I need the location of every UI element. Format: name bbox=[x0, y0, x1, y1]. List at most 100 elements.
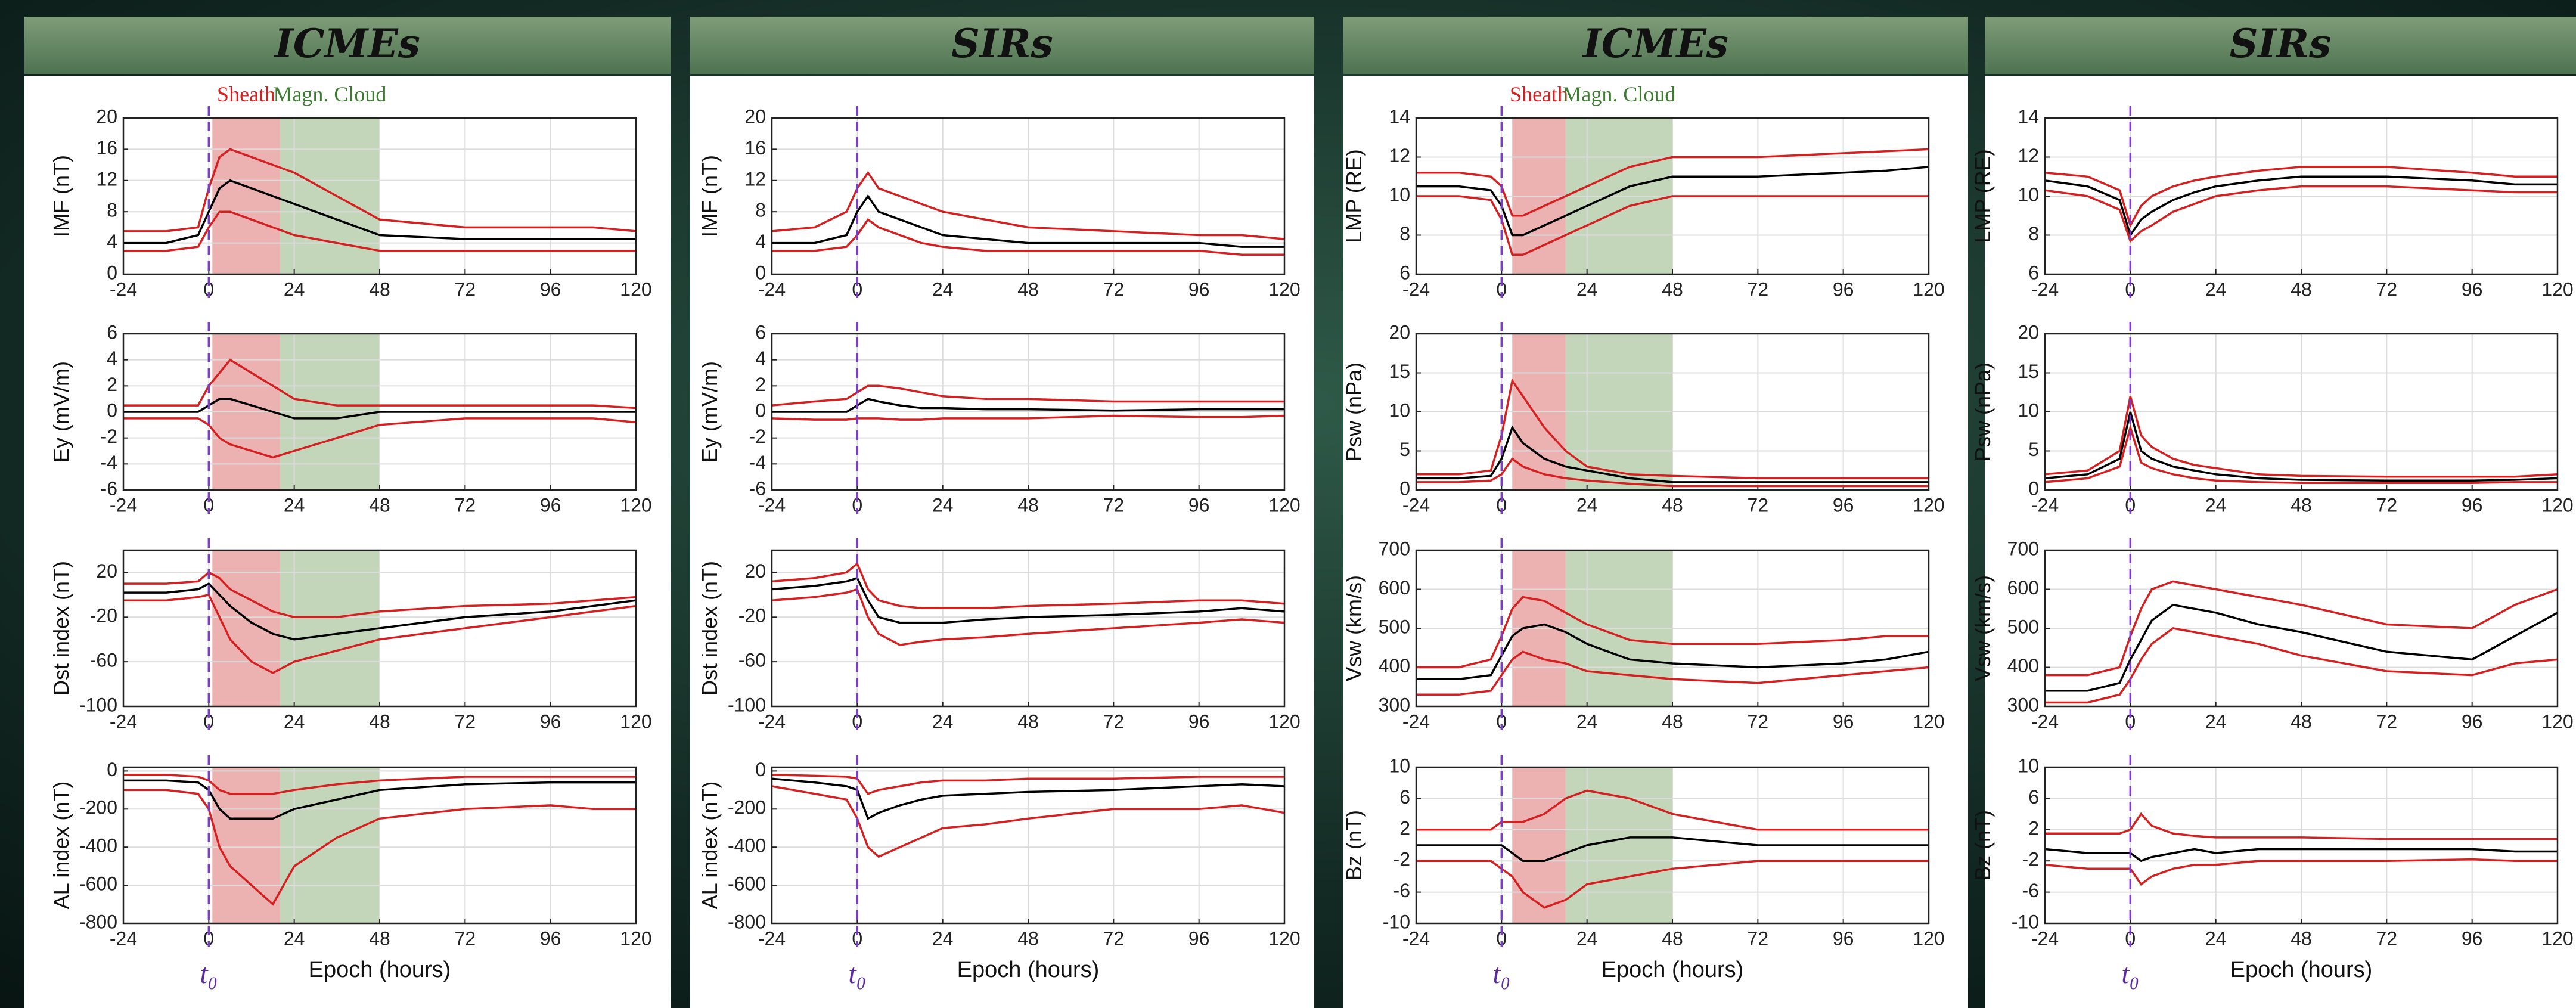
y-tick-label: 0 bbox=[1399, 477, 1410, 499]
y-tick-label: -100 bbox=[79, 694, 117, 715]
y-tick-label: 6 bbox=[1399, 262, 1410, 283]
x-tick-label: 48 bbox=[369, 278, 390, 300]
data-line bbox=[1416, 425, 1929, 483]
x-tick-label: 48 bbox=[2291, 928, 2312, 949]
y-tick-label: 400 bbox=[2007, 655, 2039, 677]
data-line bbox=[2044, 175, 2558, 238]
data-line bbox=[2044, 396, 2558, 478]
x-tick-label: 96 bbox=[2462, 928, 2483, 949]
x-tick-label: 48 bbox=[369, 494, 390, 516]
epoch-marker-label: t₀ bbox=[2121, 958, 2139, 990]
y-tick-label: -200 bbox=[728, 797, 766, 818]
x-tick-label: 120 bbox=[1913, 494, 1944, 516]
y-tick-label: 0 bbox=[755, 759, 766, 780]
y-tick-label: 20 bbox=[96, 106, 117, 127]
subplot: -24 0 24 48 72 96 120 -800 -600 -400 -200 0 AL index… bbox=[697, 755, 1301, 990]
y-axis-label: AL index (nT) bbox=[49, 781, 73, 910]
x-tick-label: -24 bbox=[1402, 494, 1430, 516]
y-tick-label: 5 bbox=[2028, 439, 2039, 460]
column-header bbox=[24, 17, 671, 74]
shaded-interval bbox=[212, 550, 280, 706]
y-tick-label: -10 bbox=[1383, 911, 1410, 932]
plot-frame bbox=[1415, 549, 1930, 708]
data-line bbox=[1416, 623, 1929, 680]
x-tick-label: 24 bbox=[2205, 278, 2227, 300]
x-tick-label: 120 bbox=[620, 278, 651, 300]
y-tick-label: -800 bbox=[728, 911, 766, 932]
data-line bbox=[2045, 580, 2558, 677]
x-tick-label: 0 bbox=[203, 928, 214, 949]
y-tick-label: 0 bbox=[107, 399, 117, 421]
x-tick-label: 24 bbox=[284, 278, 305, 300]
y-tick-label: 10 bbox=[2018, 755, 2039, 776]
x-tick-label: 0 bbox=[203, 278, 214, 300]
data-line bbox=[771, 414, 1285, 421]
x-tick-label: 48 bbox=[2291, 278, 2312, 300]
data-line bbox=[771, 785, 1285, 858]
x-tick-label: 24 bbox=[2205, 711, 2227, 732]
x-tick-label: 72 bbox=[2376, 928, 2398, 949]
plot-frame bbox=[122, 333, 637, 491]
data-line bbox=[1416, 457, 1929, 488]
x-tick-label: -24 bbox=[1402, 928, 1430, 949]
y-tick-label: -400 bbox=[728, 835, 766, 857]
y-tick-label: 8 bbox=[107, 200, 117, 221]
x-tick-label: 0 bbox=[203, 494, 214, 516]
x-tick-label: 48 bbox=[369, 711, 390, 732]
subplot: -24 0 24 48 72 96 120 -10 -6 -2 2 6 10 Bz (nT) Epoch (… bbox=[1342, 755, 1945, 990]
plot-frame bbox=[2044, 117, 2559, 275]
subplot: -24 0 24 48 72 96 120 6 8 10 12 14 LMP (RE) bbox=[1970, 106, 2574, 300]
y-tick-label: 20 bbox=[2018, 321, 2039, 343]
y-tick-label: 0 bbox=[107, 759, 117, 780]
y-tick-label: 12 bbox=[2018, 145, 2039, 166]
subplot: -24 0 24 48 72 96 120 -100 -60 -20 20 Dst index (nT… bbox=[697, 538, 1301, 732]
x-tick-label: 24 bbox=[1576, 928, 1598, 949]
x-tick-label: 96 bbox=[540, 494, 561, 516]
y-tick-label: 0 bbox=[755, 262, 766, 283]
x-tick-label: 120 bbox=[2541, 928, 2573, 949]
y-tick-label: -4 bbox=[101, 452, 117, 473]
x-tick-label: 48 bbox=[369, 928, 390, 949]
x-tick-label: 48 bbox=[1662, 278, 1683, 300]
x-tick-label: 120 bbox=[1268, 278, 1300, 300]
plot-frame bbox=[1415, 117, 1930, 275]
x-tick-label: 48 bbox=[2291, 711, 2312, 732]
x-tick-label: -24 bbox=[758, 711, 786, 732]
y-tick-label: 14 bbox=[2018, 106, 2039, 127]
x-tick-label: 48 bbox=[1017, 278, 1039, 300]
x-tick-label: 72 bbox=[455, 711, 476, 732]
x-tick-label: 24 bbox=[932, 278, 954, 300]
data-line bbox=[771, 170, 1285, 240]
data-line bbox=[123, 210, 636, 252]
data-line bbox=[2045, 603, 2558, 692]
y-tick-label: -600 bbox=[79, 873, 117, 895]
y-tick-label: 300 bbox=[1379, 694, 1410, 715]
data-line bbox=[123, 593, 637, 674]
y-tick-label: 4 bbox=[755, 231, 766, 252]
x-tick-label: 0 bbox=[2125, 278, 2136, 300]
column-title: SIRs bbox=[951, 20, 1053, 67]
epoch-marker-label: t₀ bbox=[848, 958, 866, 990]
x-tick-label: 96 bbox=[1188, 494, 1210, 516]
x-tick-label: 72 bbox=[2376, 494, 2398, 516]
y-tick-label: -10 bbox=[2012, 911, 2039, 932]
y-axis-label: Ey (mV/m) bbox=[697, 361, 722, 463]
data-line bbox=[1416, 860, 1929, 909]
y-tick-label: -6 bbox=[749, 477, 766, 499]
y-tick-label: 12 bbox=[744, 168, 766, 190]
data-line bbox=[2044, 858, 2558, 886]
y-tick-label: -60 bbox=[738, 650, 766, 671]
data-line bbox=[2044, 423, 2558, 484]
x-tick-label: -24 bbox=[2031, 711, 2059, 732]
y-tick-label: -60 bbox=[90, 650, 117, 671]
y-tick-label: -800 bbox=[79, 911, 117, 932]
x-tick-label: 96 bbox=[540, 278, 561, 300]
data-line bbox=[1416, 195, 1929, 256]
y-tick-label: -400 bbox=[79, 835, 117, 857]
x-tick-label: 0 bbox=[852, 928, 862, 949]
x-axis-label: Epoch (hours) bbox=[957, 957, 1100, 982]
data-line bbox=[771, 384, 1284, 407]
x-tick-label: 96 bbox=[540, 711, 561, 732]
